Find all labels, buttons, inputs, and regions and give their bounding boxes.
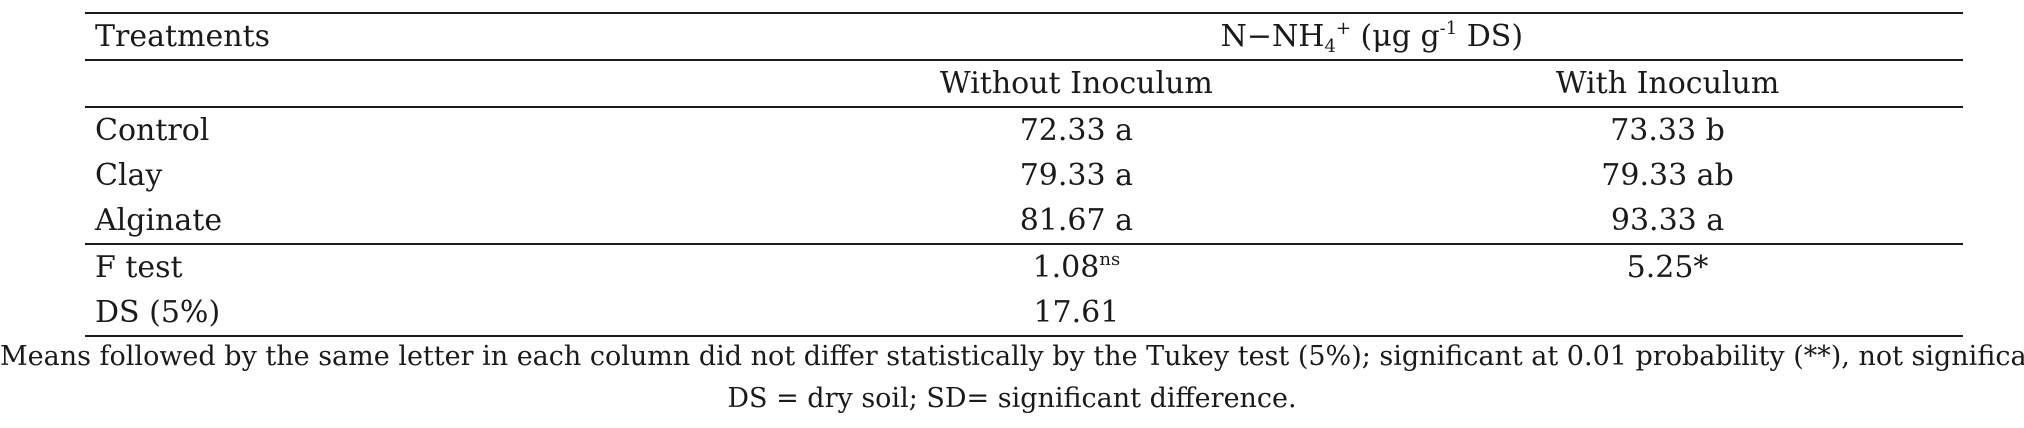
measure-unit-superscript: -1 — [1439, 17, 1458, 39]
ftest-label: F test — [95, 249, 183, 285]
row-label: Control — [95, 112, 210, 148]
row-label: Clay — [95, 157, 163, 193]
table-footnotes: Means followed by the same letter in eac… — [0, 336, 2024, 420]
column-header-without-inoculum: Without Inoculum — [939, 65, 1213, 101]
table-row: Control 72.33 a 73.33 b — [85, 107, 1963, 153]
cell-with: 79.33 ab — [1601, 157, 1734, 193]
measure-prefix: N−NH — [1220, 18, 1325, 54]
header-measure: N−NH4+ (μg g-1 DS) — [781, 13, 1963, 60]
table-row: Alginate 81.67 a 93.33 a — [85, 198, 1963, 244]
measure-subscript: 4 — [1324, 35, 1336, 57]
footnote-line-1: Means followed by the same letter in eac… — [0, 341, 2024, 372]
ftest-row: F test 1.08ns 5.25* — [85, 244, 1963, 290]
subheader-row: Without Inoculum With Inoculum — [85, 60, 1963, 107]
ds-without: 17.61 — [1033, 294, 1120, 330]
results-table-container: Treatments N−NH4+ (μg g-1 DS) Without In… — [85, 12, 1963, 337]
measure-superscript: + — [1335, 17, 1351, 39]
ds-label: DS (5%) — [95, 294, 221, 330]
results-table: Treatments N−NH4+ (μg g-1 DS) Without In… — [85, 12, 1963, 337]
ftest-without: 1.08ns — [781, 244, 1372, 290]
footnote-line-2: DS = dry soil; SD= significant differenc… — [727, 383, 1297, 414]
header-treatments: Treatments — [95, 18, 271, 54]
ds-row: DS (5%) 17.61 — [85, 290, 1963, 336]
measure-unit-open: (μg g — [1350, 18, 1440, 54]
ftest-with: 5.25* — [1626, 249, 1709, 285]
ftest-without-significance: ns — [1099, 248, 1121, 270]
table-row: Clay 79.33 a 79.33 ab — [85, 153, 1963, 198]
cell-with: 93.33 a — [1610, 202, 1725, 238]
cell-without: 81.67 a — [1019, 202, 1134, 238]
header-row: Treatments N−NH4+ (μg g-1 DS) — [85, 13, 1963, 60]
column-header-with-inoculum: With Inoculum — [1555, 65, 1780, 101]
row-label: Alginate — [95, 202, 223, 238]
ds-with — [1372, 290, 1963, 336]
cell-without: 79.33 a — [1019, 157, 1134, 193]
ftest-without-value: 1.08 — [1032, 249, 1100, 285]
measure-unit-close: DS) — [1457, 18, 1524, 54]
cell-without: 72.33 a — [1019, 112, 1134, 148]
cell-with: 73.33 b — [1610, 112, 1725, 148]
